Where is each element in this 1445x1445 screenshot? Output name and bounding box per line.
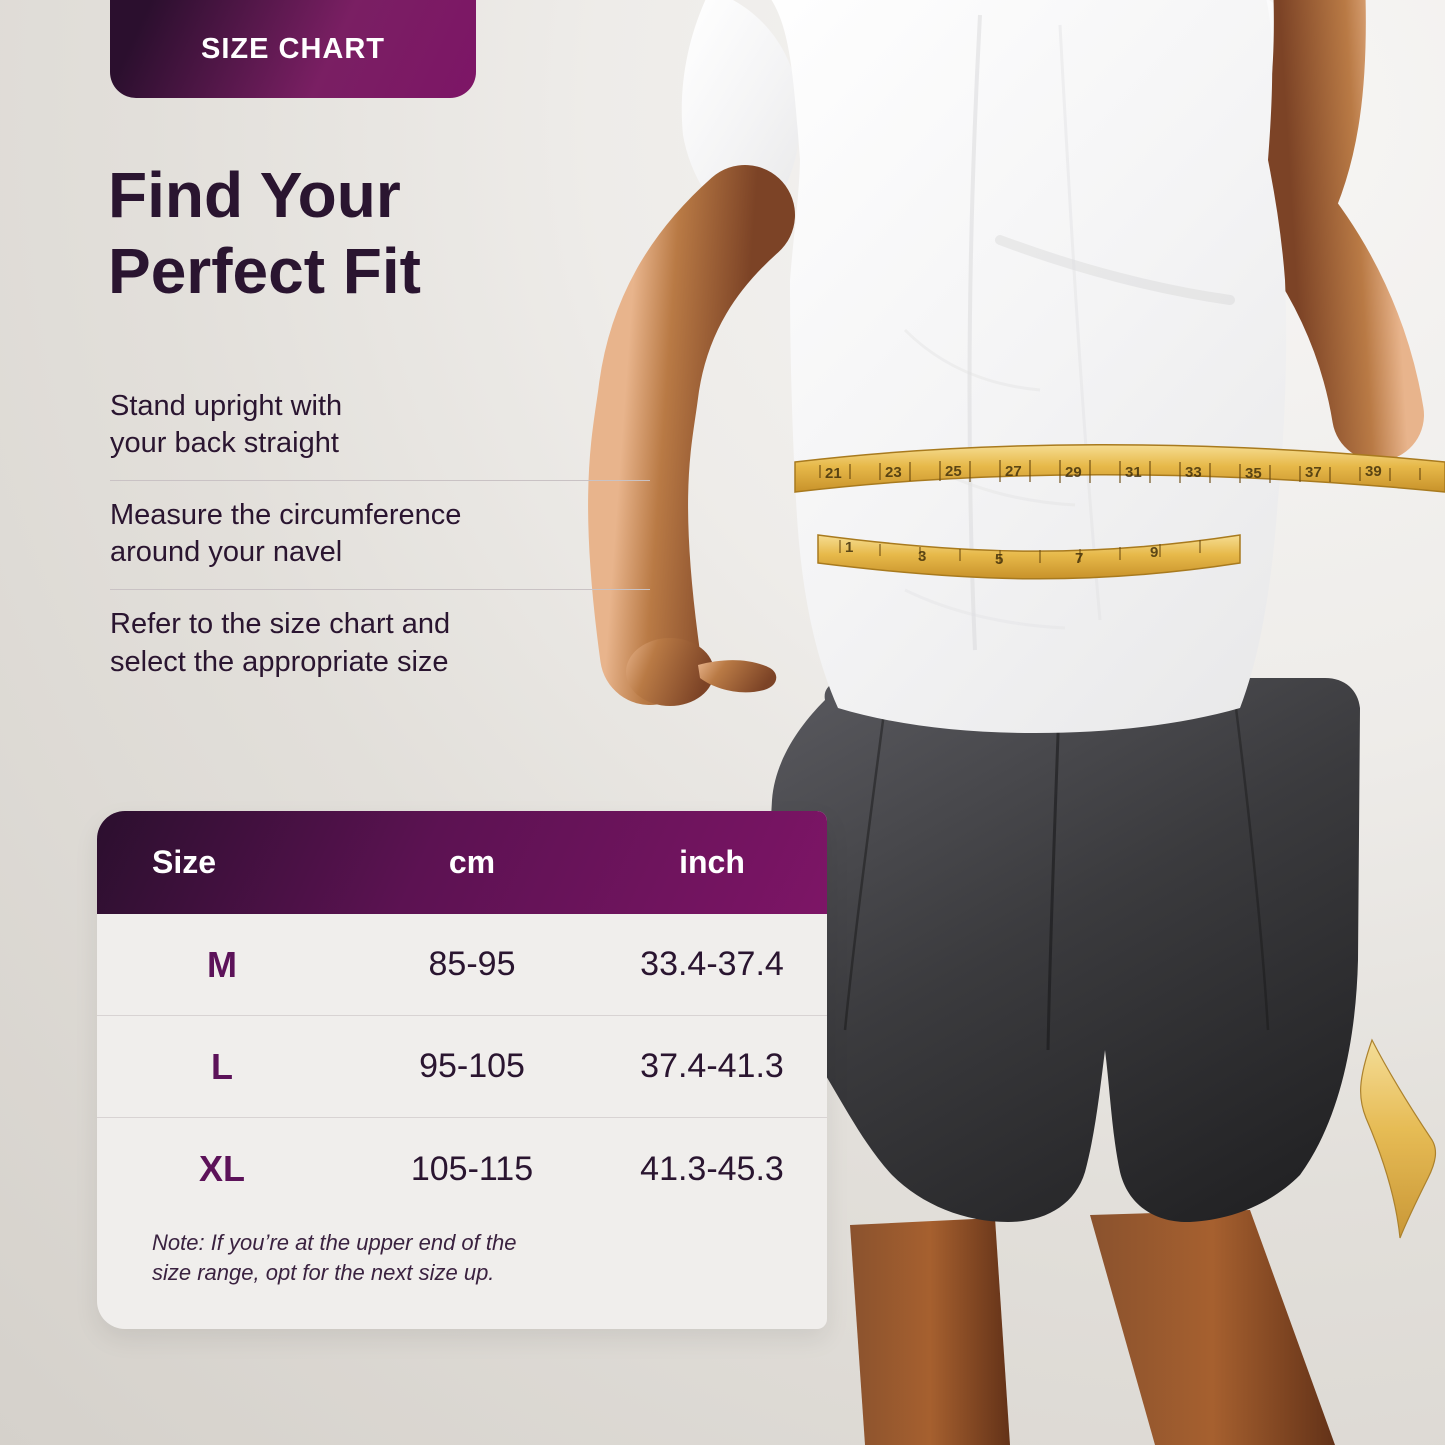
svg-text:31: 31	[1125, 464, 1142, 481]
svg-text:35: 35	[1245, 465, 1262, 482]
svg-text:29: 29	[1065, 464, 1082, 481]
svg-text:1: 1	[845, 539, 853, 556]
svg-text:37: 37	[1305, 464, 1322, 481]
svg-text:21: 21	[825, 465, 842, 482]
svg-text:33: 33	[1185, 464, 1202, 481]
svg-text:7: 7	[1075, 550, 1083, 567]
svg-text:5: 5	[995, 551, 1003, 568]
svg-text:3: 3	[918, 548, 926, 565]
svg-text:25: 25	[945, 463, 962, 480]
svg-text:39: 39	[1365, 463, 1382, 480]
svg-text:23: 23	[885, 464, 902, 481]
svg-text:9: 9	[1150, 544, 1158, 561]
svg-text:27: 27	[1005, 463, 1022, 480]
